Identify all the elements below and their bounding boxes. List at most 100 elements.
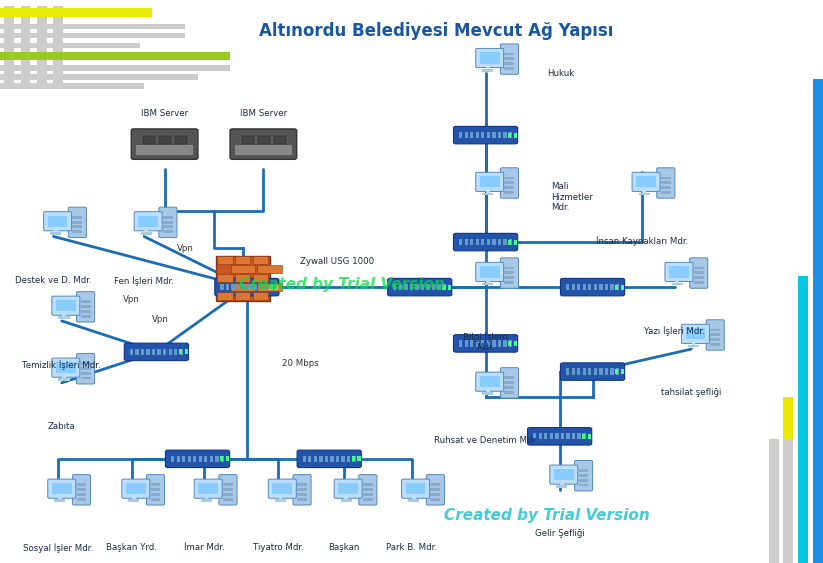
Bar — [621, 284, 624, 289]
Bar — [694, 271, 704, 274]
Bar — [217, 275, 233, 282]
FancyBboxPatch shape — [68, 207, 86, 238]
Bar — [544, 434, 547, 439]
Bar — [672, 283, 682, 285]
Bar — [482, 283, 493, 285]
Bar — [357, 456, 360, 462]
Bar — [265, 284, 268, 291]
Bar — [470, 239, 473, 245]
FancyBboxPatch shape — [426, 475, 444, 505]
Bar — [661, 177, 671, 179]
Bar — [464, 340, 467, 346]
Text: Created by Trial Version: Created by Trial Version — [444, 508, 650, 522]
Bar — [303, 456, 306, 462]
Bar — [504, 281, 514, 284]
Bar — [504, 239, 507, 245]
Bar — [554, 469, 574, 480]
Bar — [81, 301, 91, 303]
Bar — [0, 74, 198, 80]
Text: Altınordu Belediyesi Mevcut Ağ Yapısı: Altınordu Belediyesi Mevcut Ağ Yapısı — [259, 22, 613, 40]
FancyBboxPatch shape — [359, 475, 377, 505]
Bar — [550, 434, 553, 439]
Bar — [0, 24, 185, 29]
FancyBboxPatch shape — [134, 212, 162, 231]
FancyBboxPatch shape — [560, 363, 625, 381]
Bar — [175, 136, 188, 144]
Bar — [231, 284, 235, 291]
Bar — [583, 368, 586, 375]
Bar — [636, 176, 656, 187]
Bar — [566, 434, 570, 439]
Bar — [157, 348, 160, 355]
Bar — [579, 484, 588, 486]
Bar — [141, 348, 144, 355]
FancyBboxPatch shape — [574, 461, 593, 491]
Bar — [4, 6, 14, 87]
Bar — [278, 495, 282, 501]
FancyBboxPatch shape — [681, 324, 709, 343]
Bar — [577, 368, 580, 375]
Bar — [408, 499, 419, 502]
Bar — [616, 368, 619, 375]
Bar — [538, 434, 542, 439]
Bar — [498, 239, 501, 245]
Text: 20 Mbps: 20 Mbps — [282, 359, 319, 368]
Bar — [675, 278, 679, 284]
Text: Yazı İşleri Mdr.: Yazı İşleri Mdr. — [644, 327, 705, 337]
FancyBboxPatch shape — [72, 475, 91, 505]
Bar — [330, 456, 333, 462]
FancyBboxPatch shape — [44, 212, 72, 231]
Bar — [230, 284, 255, 291]
Bar — [220, 456, 223, 462]
Bar — [504, 57, 514, 60]
Bar — [577, 284, 580, 291]
Bar — [480, 52, 500, 64]
Bar — [179, 348, 183, 355]
Bar — [492, 340, 495, 346]
Bar — [217, 257, 233, 263]
Bar — [578, 434, 581, 439]
Bar — [204, 495, 208, 501]
Bar — [258, 136, 270, 144]
Bar — [58, 316, 69, 319]
Bar — [710, 343, 720, 346]
FancyBboxPatch shape — [500, 258, 518, 288]
Text: İnsan Kaynakları Mdr.: İnsan Kaynakları Mdr. — [596, 236, 688, 247]
Bar — [504, 391, 514, 394]
FancyBboxPatch shape — [632, 172, 660, 191]
Bar — [338, 483, 358, 494]
Bar — [430, 488, 440, 491]
Bar — [347, 456, 351, 462]
Bar — [504, 267, 514, 270]
Bar — [128, 499, 139, 502]
Text: Created by Trial Version: Created by Trial Version — [239, 277, 444, 292]
Bar — [430, 493, 440, 496]
Bar — [81, 372, 91, 375]
Bar — [504, 271, 514, 274]
Bar — [210, 456, 213, 462]
Bar — [593, 284, 597, 291]
Bar — [486, 188, 490, 194]
Text: Tiyatro Mdr.: Tiyatro Mdr. — [253, 543, 304, 552]
Bar — [188, 456, 191, 462]
FancyBboxPatch shape — [293, 475, 311, 505]
Bar — [297, 488, 307, 491]
Bar — [58, 378, 69, 381]
Bar — [661, 191, 671, 194]
Bar — [135, 348, 138, 355]
Bar — [459, 239, 463, 245]
Bar — [163, 216, 173, 218]
Bar — [132, 495, 136, 501]
Bar — [514, 132, 517, 137]
FancyBboxPatch shape — [230, 129, 296, 159]
Text: İmar Mdr.: İmar Mdr. — [184, 543, 225, 552]
Bar — [159, 136, 171, 144]
Bar — [151, 483, 160, 486]
Bar — [235, 145, 291, 155]
Text: Temizlik İşleri Mdr.: Temizlik İşleri Mdr. — [22, 360, 101, 370]
Bar — [486, 132, 490, 138]
Bar — [201, 499, 212, 502]
Bar — [556, 485, 568, 488]
Bar — [470, 132, 473, 138]
Bar — [669, 266, 689, 278]
